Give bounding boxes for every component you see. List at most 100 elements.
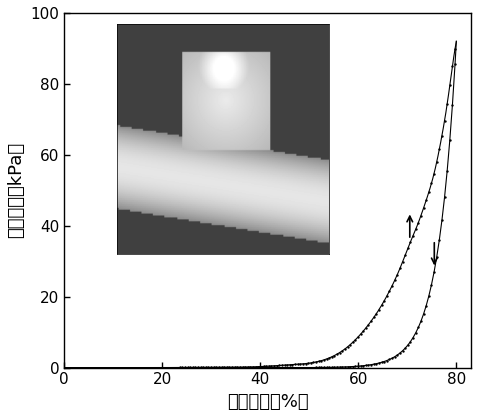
Point: [378, 302, 385, 308]
Point: [428, 282, 435, 288]
Point: [181, 364, 189, 371]
Point: [152, 364, 160, 371]
Point: [178, 364, 186, 371]
Point: [359, 328, 367, 334]
Point: [344, 344, 351, 350]
Point: [199, 364, 207, 371]
Point: [351, 336, 359, 343]
Point: [323, 356, 330, 362]
Point: [396, 265, 404, 272]
Point: [163, 364, 170, 371]
Point: [97, 364, 105, 371]
Point: [197, 364, 205, 371]
Point: [341, 346, 349, 352]
Point: [349, 339, 357, 346]
Point: [304, 364, 312, 371]
Point: [160, 364, 168, 371]
Point: [105, 364, 113, 371]
Point: [296, 361, 304, 367]
Point: [210, 364, 217, 371]
Point: [129, 364, 136, 371]
Point: [312, 359, 320, 365]
Point: [249, 364, 257, 371]
Point: [192, 364, 199, 371]
Point: [409, 334, 417, 341]
Point: [257, 363, 265, 370]
Point: [157, 364, 165, 371]
Point: [393, 352, 401, 358]
Point: [331, 364, 338, 371]
Point: [262, 363, 270, 370]
Point: [336, 349, 344, 356]
Point: [278, 364, 286, 371]
Point: [131, 364, 139, 371]
Point: [291, 364, 299, 371]
Point: [184, 364, 191, 371]
Point: [157, 364, 165, 371]
Point: [265, 364, 272, 371]
Point: [357, 331, 364, 337]
Point: [71, 364, 78, 371]
Point: [441, 117, 448, 124]
Point: [268, 363, 275, 370]
Point: [380, 298, 388, 304]
Point: [137, 364, 144, 371]
Point: [205, 364, 212, 371]
Y-axis label: 压缩应力（kPa）: 压缩应力（kPa）: [7, 142, 25, 238]
Point: [79, 364, 87, 371]
Point: [223, 364, 231, 371]
Point: [407, 338, 414, 345]
Point: [302, 360, 309, 367]
Point: [375, 306, 383, 313]
Point: [435, 146, 443, 153]
Point: [199, 364, 207, 371]
Point: [420, 311, 427, 317]
Point: [147, 364, 154, 371]
Point: [414, 219, 422, 226]
Point: [310, 359, 317, 366]
Point: [228, 364, 236, 371]
Point: [173, 364, 181, 371]
Point: [275, 364, 283, 371]
Point: [349, 363, 357, 370]
Point: [289, 364, 296, 371]
Point: [213, 364, 220, 371]
Point: [409, 232, 417, 239]
Point: [176, 364, 184, 371]
Point: [430, 269, 438, 275]
Point: [315, 358, 323, 364]
Point: [296, 364, 304, 371]
Point: [228, 364, 236, 371]
Point: [76, 364, 84, 371]
Point: [81, 364, 89, 371]
Point: [273, 364, 281, 371]
Point: [150, 364, 157, 371]
Point: [84, 364, 92, 371]
Point: [270, 362, 278, 369]
Point: [404, 245, 412, 252]
Point: [414, 324, 422, 331]
Point: [63, 364, 71, 371]
Point: [202, 364, 210, 371]
Point: [108, 364, 115, 371]
Point: [446, 137, 454, 144]
Point: [176, 364, 184, 371]
Point: [144, 364, 152, 371]
Point: [367, 361, 375, 368]
Point: [375, 360, 383, 367]
Point: [160, 364, 168, 371]
Point: [89, 364, 97, 371]
Point: [118, 364, 126, 371]
Point: [312, 364, 320, 371]
Point: [95, 364, 102, 371]
Point: [100, 364, 108, 371]
Point: [344, 364, 351, 370]
Point: [412, 329, 420, 336]
Point: [194, 364, 202, 371]
Point: [380, 358, 388, 365]
Point: [294, 364, 302, 371]
Point: [391, 353, 399, 360]
Point: [234, 364, 241, 370]
Point: [354, 334, 362, 340]
Point: [351, 363, 359, 370]
